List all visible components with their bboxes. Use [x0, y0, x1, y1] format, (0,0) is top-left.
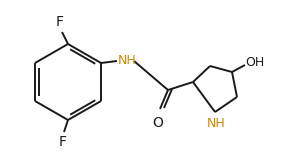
Text: F: F — [59, 135, 67, 149]
Text: O: O — [153, 116, 163, 130]
Text: NH: NH — [118, 54, 136, 67]
Text: NH: NH — [207, 117, 225, 130]
Text: OH: OH — [245, 57, 265, 69]
Text: F: F — [56, 15, 64, 29]
